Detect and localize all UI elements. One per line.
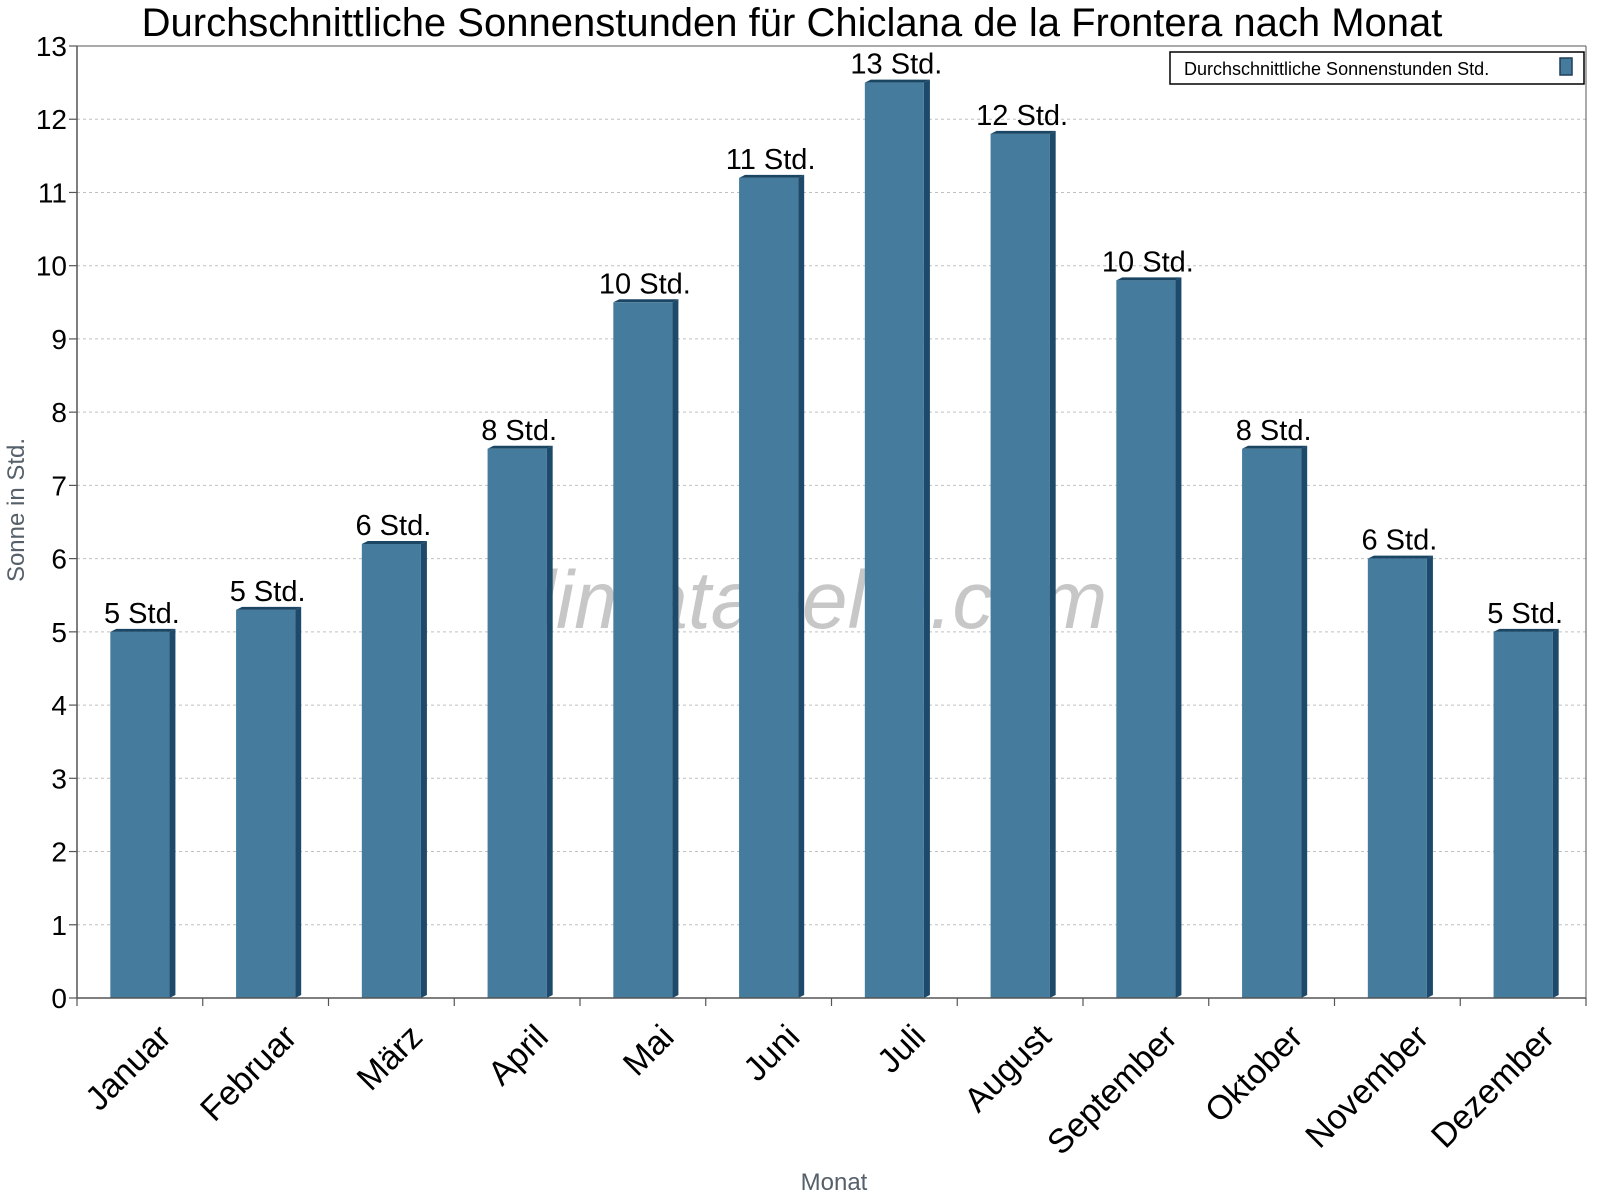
bar-top [613, 299, 679, 303]
data-label: 10 Std. [599, 268, 691, 300]
bar-side [1049, 130, 1056, 998]
bar-top [361, 540, 427, 544]
bar-side [1426, 555, 1433, 998]
x-tick-label: Juni [736, 1018, 807, 1089]
y-tick-label: 9 [51, 324, 67, 355]
y-tick-label: 1 [51, 910, 67, 941]
data-label: 8 Std. [481, 415, 557, 447]
bar [361, 543, 421, 998]
data-label: 6 Std. [1361, 525, 1437, 557]
y-tick-label: 3 [51, 763, 67, 794]
bar [613, 302, 673, 998]
x-tick-label: April [481, 1018, 556, 1093]
bar [1493, 631, 1553, 998]
bar-top [739, 174, 805, 178]
y-tick-label: 12 [36, 104, 67, 135]
bar [1367, 558, 1427, 998]
x-tick-label: Juli [870, 1018, 933, 1081]
x-tick-label: Januar [78, 1018, 178, 1118]
data-label: 12 Std. [976, 100, 1068, 132]
data-label: 5 Std. [104, 598, 180, 630]
bar-top [990, 130, 1056, 134]
x-tick-label: Februar [193, 1018, 304, 1129]
legend-label: Durchschnittliche Sonnenstunden Std. [1184, 59, 1489, 79]
bar [110, 631, 170, 998]
bar-side [295, 606, 302, 998]
bar [739, 177, 799, 999]
bar-top [1242, 445, 1308, 449]
y-tick-label: 7 [51, 470, 67, 501]
x-axis-title: Monat [801, 1169, 868, 1196]
bar-side [420, 540, 427, 998]
data-label: 13 Std. [850, 49, 942, 81]
y-tick-label: 8 [51, 397, 67, 428]
bar-side [169, 628, 176, 998]
data-label: 11 Std. [726, 144, 816, 176]
x-tick-label: Dezember [1424, 1018, 1562, 1156]
y-tick-label: 4 [51, 690, 67, 721]
x-tick-label: Mai [616, 1018, 682, 1084]
bar-top [1367, 555, 1433, 559]
data-label: 5 Std. [230, 576, 306, 608]
x-tick-label: September [1040, 1018, 1184, 1162]
bar-top [1116, 277, 1182, 281]
bar-side [672, 299, 679, 998]
bar-top [110, 628, 176, 632]
bar-side [798, 174, 805, 999]
bar-top [864, 79, 930, 83]
bar [1242, 448, 1302, 998]
bar-top [1493, 628, 1559, 632]
bar [1116, 280, 1176, 998]
legend-box [1169, 51, 1585, 85]
bar-side [923, 79, 930, 999]
legend: Durchschnittliche Sonnenstunden Std. [1169, 51, 1585, 85]
x-tick-label: März [350, 1018, 430, 1098]
y-tick-label: 6 [51, 544, 67, 575]
data-label: 5 Std. [1487, 598, 1563, 630]
x-tick-label: August [957, 1017, 1059, 1119]
bar [236, 609, 296, 998]
y-axis-title: Sonne in Std. [3, 438, 30, 582]
y-tick-label: 2 [51, 837, 67, 868]
bar-side [546, 445, 553, 998]
bar-top [236, 606, 302, 610]
bar [864, 82, 924, 999]
bar-side [1552, 628, 1559, 998]
data-label: 6 Std. [355, 510, 431, 542]
bar [990, 133, 1050, 998]
bar [487, 448, 547, 998]
legend-swatch [1559, 57, 1573, 76]
bar-side [1175, 277, 1182, 998]
y-tick-label: 11 [38, 177, 67, 208]
gridlines [77, 45, 1586, 926]
chart-title: Durchschnittliche Sonnenstunden für Chic… [142, 1, 1443, 45]
data-label: 8 Std. [1236, 415, 1312, 447]
y-tick-label: 13 [36, 31, 67, 62]
y-tick-label: 5 [51, 617, 67, 648]
bars [110, 79, 1559, 999]
y-tick-label: 10 [36, 251, 67, 282]
x-tick-label: November [1298, 1018, 1436, 1156]
x-tick-label: Oktober [1198, 1018, 1310, 1130]
bar-side [1301, 445, 1308, 998]
y-tick-label: 0 [51, 983, 67, 1014]
data-label: 10 Std. [1102, 246, 1194, 278]
bar-top [487, 445, 553, 449]
